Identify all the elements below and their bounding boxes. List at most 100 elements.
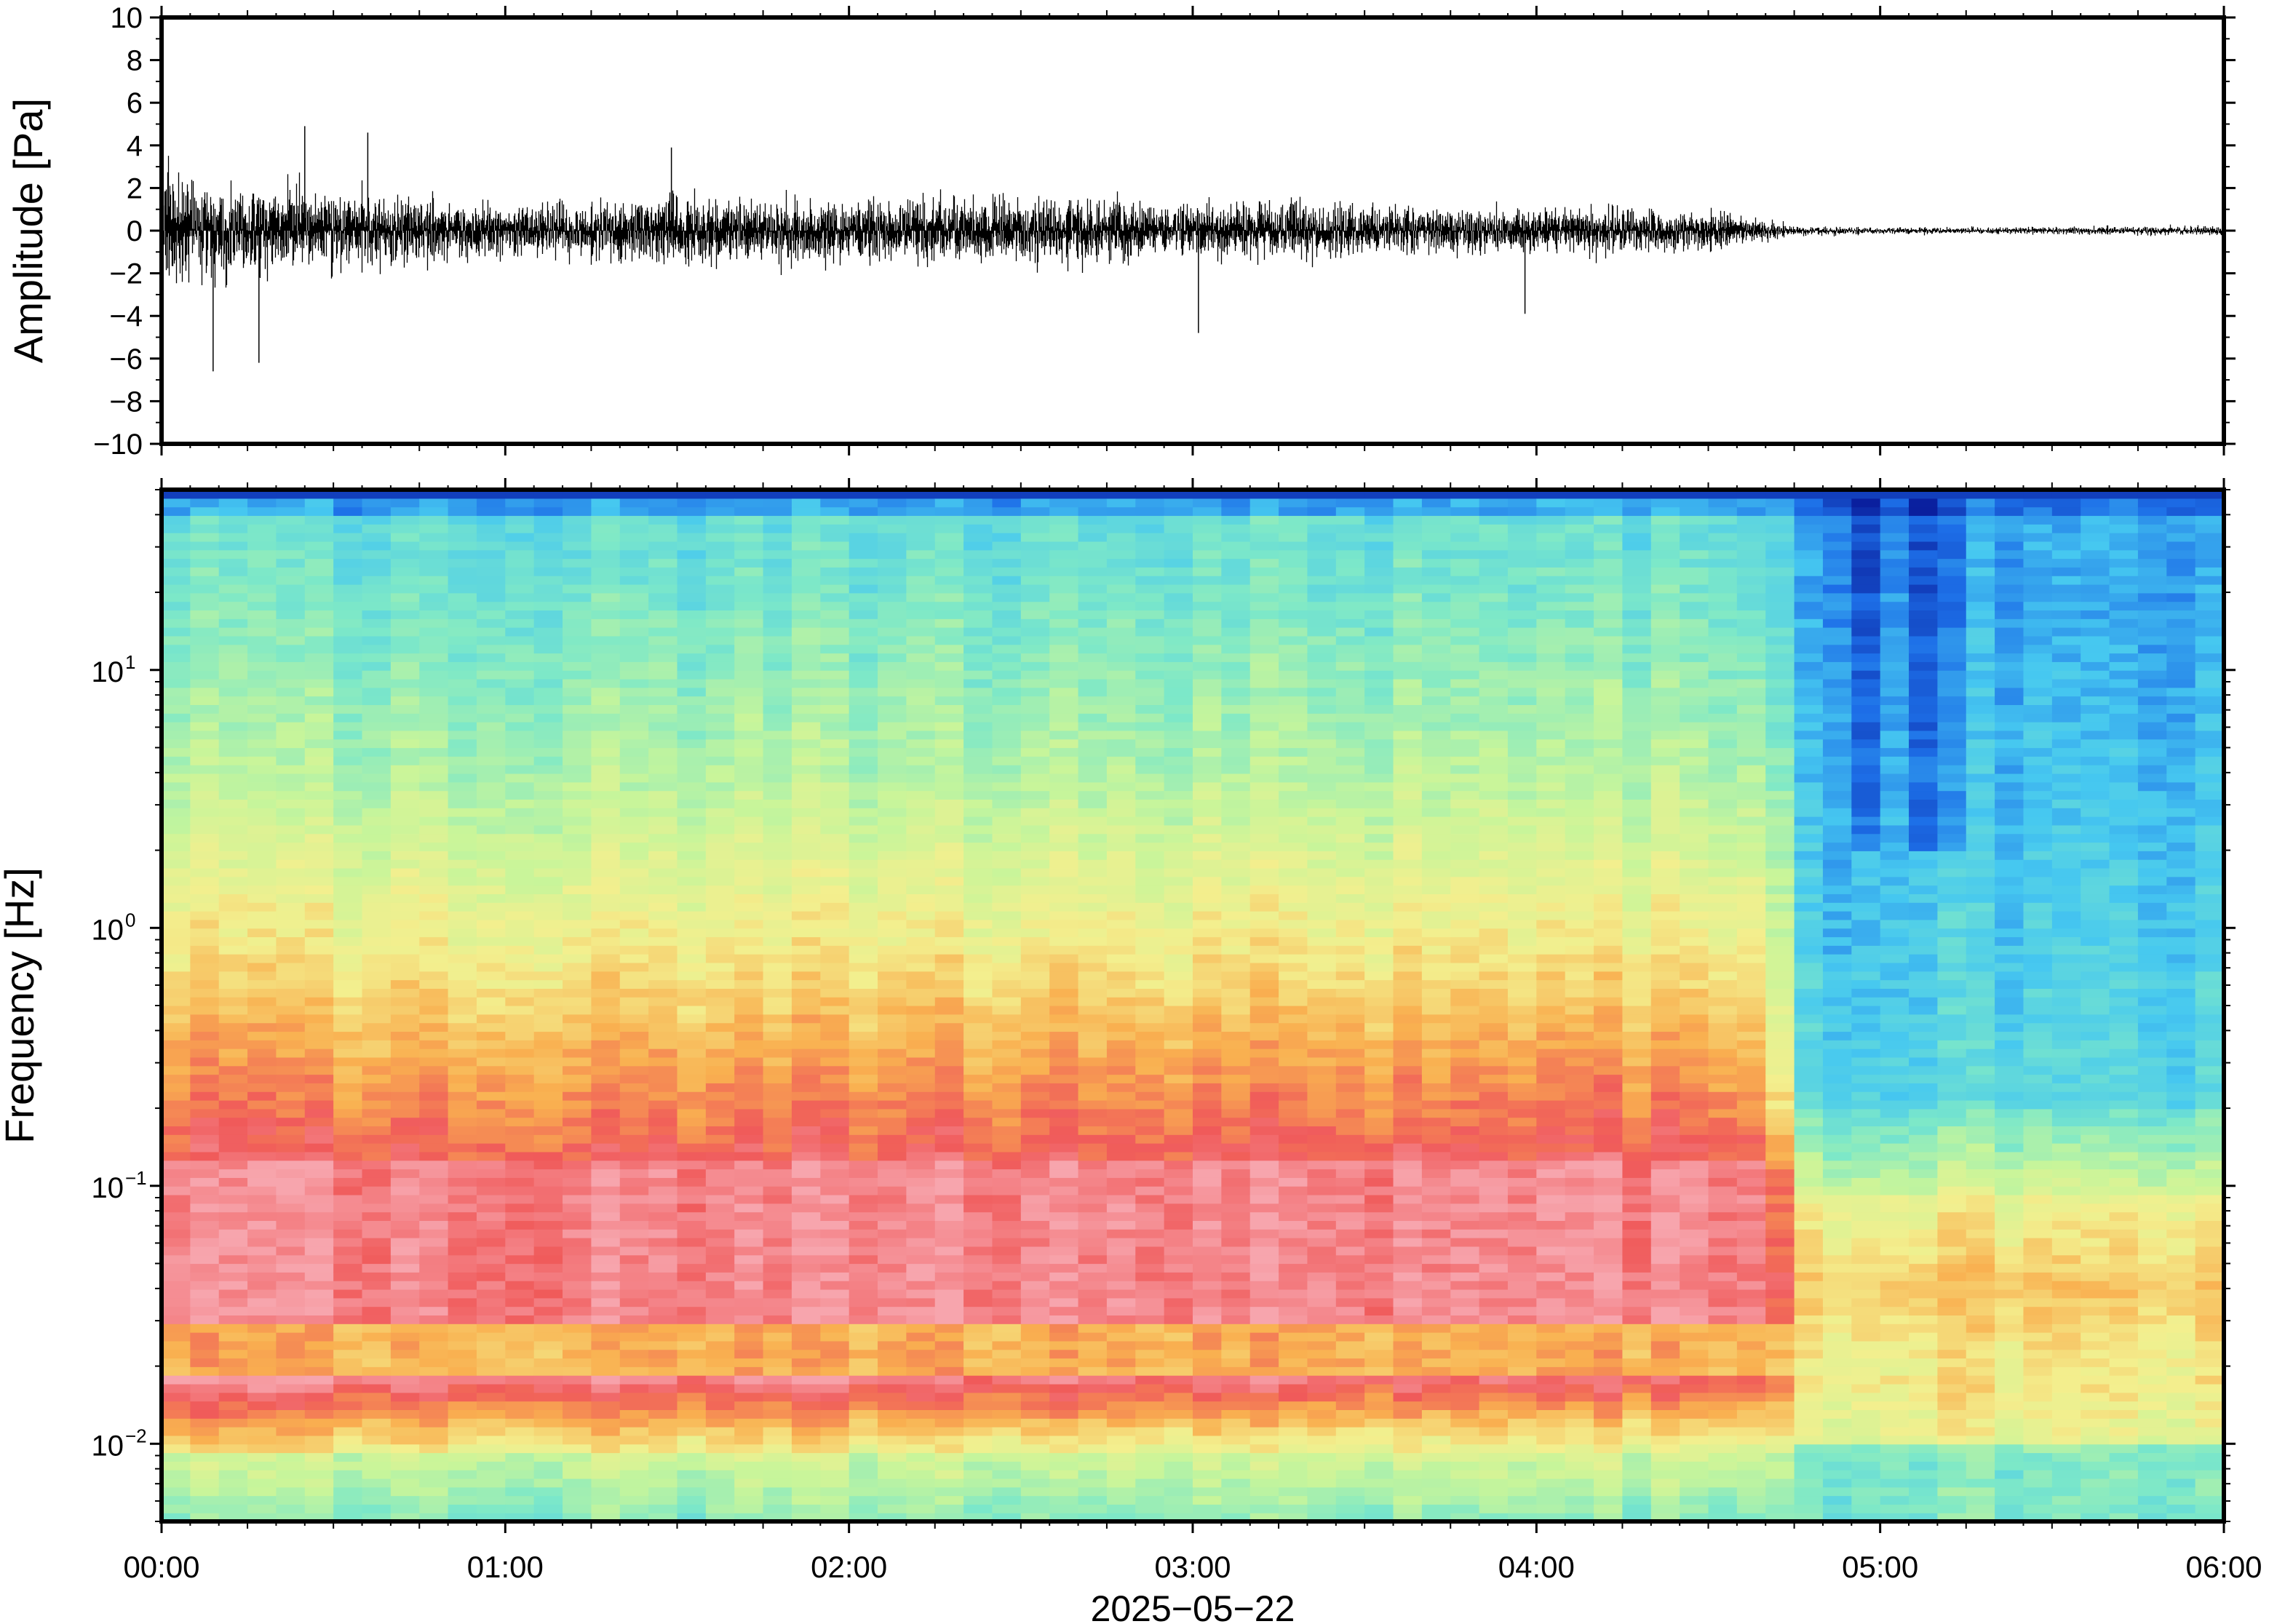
spectrogram-cell	[648, 867, 678, 877]
spectrogram-cell	[1193, 592, 1222, 602]
spectrogram-cell	[1221, 1401, 1251, 1410]
spectrogram-cell	[218, 928, 248, 938]
spectrogram-cell	[791, 1238, 821, 1247]
spectrogram-cell	[906, 893, 936, 903]
spectrogram-cell	[878, 601, 907, 611]
spectrogram-cell	[677, 1263, 707, 1273]
spectrogram-cell	[533, 954, 563, 963]
spectrogram-cell	[734, 945, 764, 955]
spectrogram-cell	[505, 1461, 535, 1470]
spectrogram-cell	[1135, 610, 1165, 619]
spectrogram-cell	[1221, 730, 1251, 740]
spectrogram-cell	[419, 1409, 449, 1419]
spectrogram-cell	[1078, 1194, 1108, 1204]
spectrogram-cell	[362, 1401, 392, 1410]
spectrogram-cell	[304, 1229, 334, 1238]
spectrogram-cell	[390, 1349, 420, 1359]
spectrogram-cell	[677, 1117, 707, 1127]
spectrogram-cell	[963, 498, 993, 508]
spectrogram-cell	[849, 773, 878, 783]
spectrogram-cell	[390, 781, 420, 792]
spectrogram-cell	[1135, 842, 1165, 851]
spectrogram-cell	[1020, 1281, 1050, 1290]
spectrogram-cell	[1279, 885, 1308, 894]
spectrogram-cell	[218, 1297, 248, 1307]
spectrogram-cell	[533, 584, 563, 594]
spectrogram-cell	[934, 928, 964, 938]
spectrogram-cell	[1078, 851, 1108, 860]
spectrogram-cell	[878, 971, 907, 981]
spectrogram-cell	[276, 1022, 306, 1032]
spectrogram-cell	[1164, 670, 1193, 680]
spectrogram-cell	[1221, 1358, 1251, 1367]
spectrogram-cell	[763, 824, 792, 835]
spectrogram-cell	[1164, 1254, 1193, 1265]
spectrogram-cell	[734, 1203, 764, 1213]
spectrogram-cell	[247, 1048, 277, 1058]
spectrogram-cell	[1279, 635, 1308, 645]
spectrogram-cell	[419, 1074, 449, 1083]
spectrogram-cell	[934, 1452, 964, 1462]
spectrogram-cell	[1221, 824, 1251, 835]
spectrogram-cell	[390, 1229, 420, 1238]
spectrogram-cell	[419, 1340, 449, 1350]
spectrogram-cell	[533, 1435, 563, 1445]
spectrogram-cell	[362, 1246, 392, 1256]
spectrogram-cell	[878, 576, 907, 585]
spectrogram-cell	[820, 1134, 850, 1144]
spectrogram-cell	[162, 1461, 191, 1470]
spectrogram-cell	[476, 1117, 506, 1127]
spectrogram-cell	[1249, 851, 1279, 860]
spectrogram-cell	[476, 859, 506, 869]
spectrogram-cell	[1221, 1065, 1251, 1075]
spectrogram-cell	[1249, 739, 1279, 749]
spectrogram-cell	[1249, 1513, 1279, 1521]
spectrogram-cell	[276, 1186, 306, 1195]
spectrogram-cell	[591, 722, 621, 731]
spectrogram-cell	[190, 1091, 220, 1101]
spectrogram-cell	[247, 1031, 277, 1040]
spectrogram-cell	[390, 790, 420, 800]
spectrogram-cell	[218, 696, 248, 706]
spectrogram-cell	[505, 902, 535, 912]
spectrogram-cell	[1164, 1289, 1193, 1299]
spectrogram-cell	[1135, 678, 1165, 688]
spectrogram-cell	[591, 1315, 621, 1324]
spectrogram-cell	[162, 653, 191, 662]
spectrogram-cell	[1164, 610, 1193, 619]
spectrogram-cell	[390, 678, 420, 688]
spectrogram-cell	[1078, 635, 1108, 645]
spectrogram-cell	[1020, 592, 1050, 602]
spectrogram-cell	[677, 1160, 707, 1170]
spectrogram-cell	[1249, 799, 1279, 808]
spectrogram-cell	[1279, 1143, 1308, 1153]
spectrogram-cell	[677, 1452, 707, 1462]
spectrogram-cell	[362, 1083, 392, 1092]
spectrogram-cell	[1078, 1254, 1108, 1265]
spectrogram-cell	[963, 842, 993, 851]
spectrogram-cell	[963, 808, 993, 817]
spectrogram-cell	[677, 549, 707, 560]
spectrogram-cell	[448, 799, 477, 808]
spectrogram-cell	[1020, 902, 1050, 912]
spectrogram-cell	[1049, 773, 1079, 783]
spectrogram-cell	[247, 713, 277, 723]
spectrogram-cell	[1078, 799, 1108, 808]
spectrogram-cell	[1193, 842, 1222, 851]
spectrogram-cell	[820, 1427, 850, 1436]
spectrogram-cell	[1193, 1186, 1222, 1195]
spectrogram-cell	[906, 567, 936, 576]
spectrogram-cell	[1078, 644, 1108, 654]
spectrogram-cell	[362, 1478, 392, 1488]
spectrogram-cell	[476, 1306, 506, 1315]
spectrogram-cell	[476, 1383, 506, 1393]
spectrogram-cell	[362, 971, 392, 981]
spectrogram-cell	[333, 1297, 363, 1307]
spectrogram-cell	[1221, 1366, 1251, 1376]
spectrogram-cell	[1020, 842, 1050, 851]
spectrogram-cell	[476, 911, 506, 920]
spectrogram-cell	[849, 601, 878, 611]
spectrogram-cell	[1135, 661, 1165, 671]
spectrogram-cell	[276, 670, 306, 680]
spectrogram-cell	[476, 670, 506, 680]
